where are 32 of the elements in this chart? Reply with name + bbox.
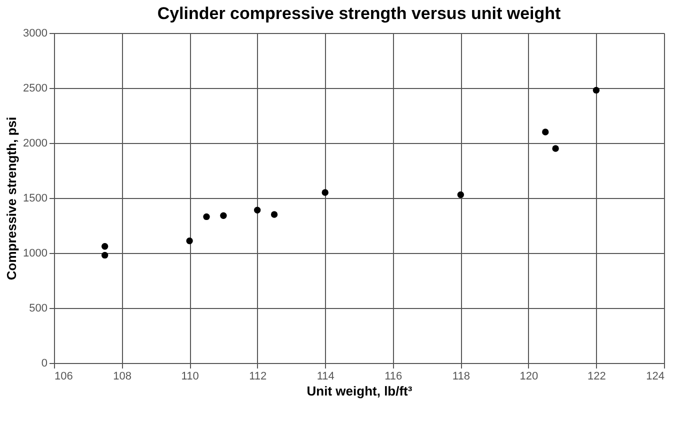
x-tick-label: 114: [316, 370, 334, 382]
y-tick-label: 2500: [23, 82, 48, 94]
y-tick-label: 1000: [23, 248, 48, 260]
y-tick-label: 500: [29, 302, 48, 314]
point: [203, 213, 210, 220]
point: [254, 206, 261, 214]
x-tick-label: 106: [54, 370, 73, 382]
point: [220, 212, 227, 219]
x-tick-label: 122: [588, 370, 606, 382]
point: [592, 86, 600, 94]
point: [542, 128, 549, 136]
x-tick-label: 112: [249, 370, 267, 382]
x-tick-label: 116: [384, 370, 402, 382]
y-tick-label: 3000: [23, 28, 48, 40]
x-tick-label: 110: [181, 370, 199, 382]
y-axis-title: Compressive strength, psi: [4, 116, 20, 280]
point: [457, 191, 464, 198]
y-tick-label: 1500: [23, 192, 48, 204]
chart-title: Cylinder compressive strength versus unit weight: [157, 4, 562, 23]
y-tick-label: 0: [41, 358, 48, 370]
point: [270, 211, 278, 218]
point: [552, 145, 559, 152]
point: [186, 238, 193, 244]
x-axis-title: Unit weight, lb/ft³: [306, 384, 413, 398]
point: [322, 189, 328, 196]
x-tick-label: 124: [646, 370, 664, 382]
x-tick-label: 118: [452, 370, 470, 382]
point: [101, 243, 108, 250]
x-tick-label: 108: [113, 370, 132, 382]
point: [101, 252, 108, 259]
x-tick-label: 120: [520, 370, 538, 382]
y-tick-label: 2000: [23, 138, 48, 150]
